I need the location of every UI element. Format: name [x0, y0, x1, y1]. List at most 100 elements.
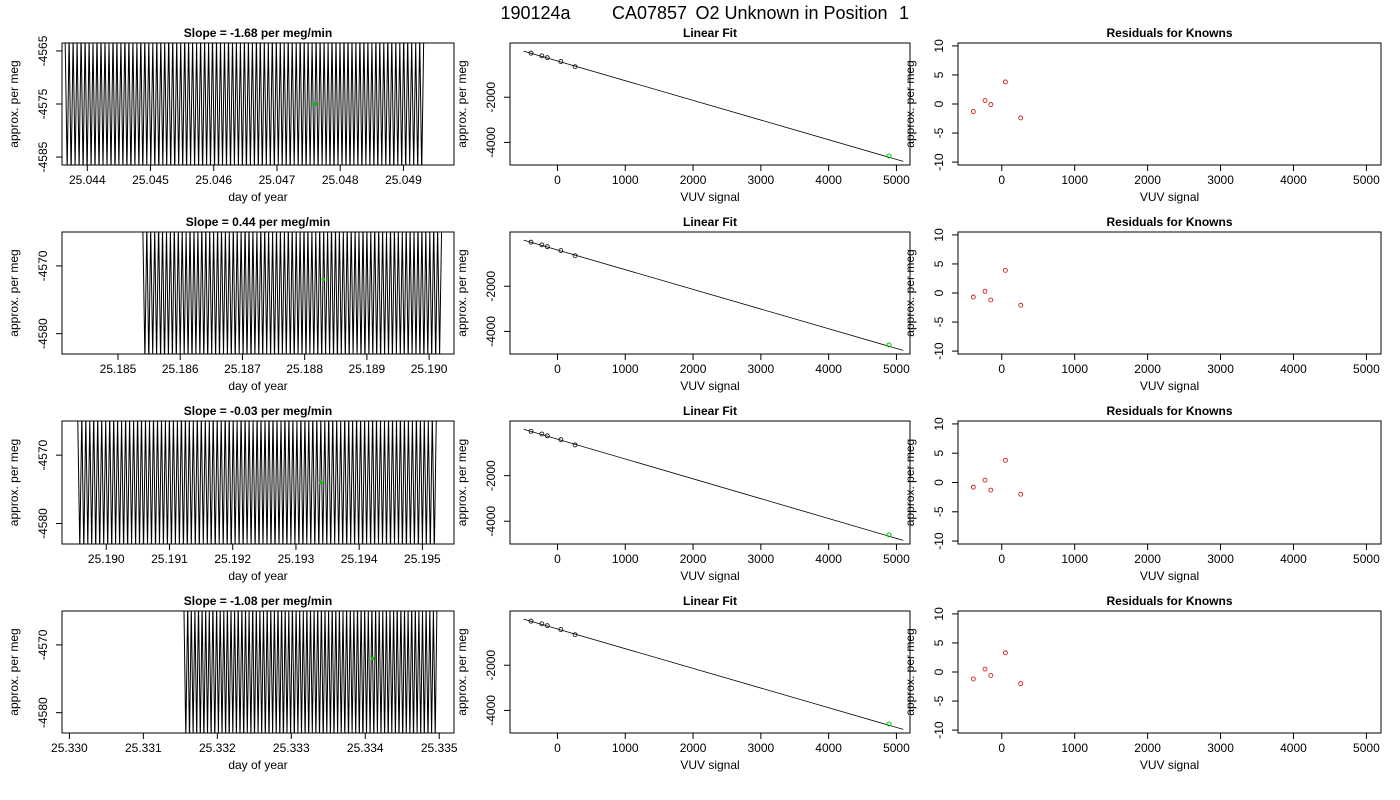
- residuals-xtick-label: 5000: [1353, 552, 1380, 566]
- fit-ylabel: approx. per meg: [455, 249, 469, 336]
- fit-xtick-label: 1000: [612, 173, 639, 187]
- fit-line: [523, 239, 904, 351]
- residuals-title: Residuals for Knowns: [1106, 404, 1232, 418]
- fit-xtick-label: 0: [554, 552, 561, 566]
- residuals-xlabel: VUV signal: [1140, 758, 1199, 772]
- residual-point: [1003, 650, 1008, 656]
- fit-ytick-label: -4000: [484, 127, 498, 158]
- residuals-ytick-label: -5: [932, 506, 946, 517]
- fit-known-point: [539, 53, 545, 59]
- fit-xtick-label: 0: [554, 173, 561, 187]
- timeseries-xtick-label: 25.044: [69, 173, 106, 187]
- fit-known-point: [544, 433, 550, 439]
- row-3: Slope = -0.03 per meg/min day of year appr…: [7, 404, 1382, 583]
- timeseries-xtick-label: 25.186: [162, 362, 199, 376]
- residuals-ytick-label: 10: [932, 39, 946, 53]
- residuals-ytick-label: 0: [932, 289, 946, 296]
- residuals-ytick-label: -10: [932, 342, 946, 360]
- row-1: Slope = -1.68 per meg/min day of year appr…: [7, 26, 1382, 204]
- timeseries-ylabel: approx. per meg: [7, 60, 21, 147]
- fit-known-point: [558, 437, 564, 443]
- residuals-xlabel: VUV signal: [1140, 569, 1199, 583]
- timeseries-title: Slope = 0.44 per meg/min: [186, 215, 330, 229]
- residuals-xtick-label: 3000: [1207, 741, 1234, 755]
- timeseries-xlabel: day of year: [228, 379, 287, 393]
- residuals-ylabel: approx. per meg: [903, 249, 917, 336]
- residuals-xtick-label: 3000: [1207, 173, 1234, 187]
- fit-unknown-point: [886, 532, 892, 538]
- timeseries-current-point: [319, 480, 324, 485]
- fit-line: [523, 50, 904, 162]
- fit-title: Linear Fit: [683, 404, 737, 418]
- fit-xtick-label: 3000: [747, 362, 774, 376]
- residual-point: [988, 487, 994, 493]
- residual-point: [1003, 457, 1008, 463]
- fit-panel: Linear Fit VUV signal approx. per meg 0 1000…: [455, 404, 911, 583]
- residual-point: [970, 109, 976, 114]
- timeseries-frame: [61, 231, 455, 355]
- residuals-xtick-label: 1000: [1061, 362, 1088, 376]
- timeseries-xtick-label: 25.047: [259, 173, 296, 187]
- residuals-ytick-label: 5: [932, 639, 946, 646]
- timeseries-ylabel: approx. per meg: [7, 628, 21, 715]
- residual-point: [1018, 681, 1024, 687]
- timeseries-xtick-label: 25.335: [421, 741, 458, 755]
- fit-line: [523, 428, 904, 541]
- residuals-panel: Residuals for Knowns VUV signal approx. pe…: [903, 26, 1382, 204]
- fit-xtick-label: 2000: [680, 362, 707, 376]
- fit-frame: [509, 610, 911, 734]
- timeseries-ytick-label: -4565: [36, 35, 50, 66]
- fit-known-point: [528, 618, 534, 624]
- fit-xtick-label: 0: [554, 362, 561, 376]
- timeseries-trace: [64, 43, 425, 165]
- residual-point: [988, 673, 994, 678]
- residuals-xtick-label: 5000: [1353, 362, 1380, 376]
- residual-point: [982, 666, 988, 672]
- residuals-xtick-label: 0: [998, 552, 1005, 566]
- fit-xtick-label: 5000: [883, 173, 910, 187]
- timeseries-xtick-label: 25.190: [411, 362, 448, 376]
- timeseries-ytick-label: -4570: [36, 250, 50, 281]
- row-4: Slope = -1.08 per meg/min day of year appr…: [7, 594, 1382, 772]
- fit-xtick-label: 1000: [612, 552, 639, 566]
- timeseries-ytick-label: -4580: [36, 508, 50, 539]
- residuals-xtick-label: 4000: [1280, 362, 1307, 376]
- timeseries-ytick-label: -4585: [36, 141, 50, 172]
- timeseries-ytick-label: -4580: [36, 318, 50, 349]
- timeseries-frame: [61, 610, 455, 734]
- residuals-ylabel: approx. per meg: [903, 60, 917, 147]
- residuals-xtick-label: 3000: [1207, 552, 1234, 566]
- fit-title: Linear Fit: [683, 26, 737, 40]
- fit-xtick-label: 4000: [815, 362, 842, 376]
- timeseries-xtick-label: 25.194: [341, 552, 378, 566]
- fit-unknown-point: [886, 153, 892, 159]
- timeseries-ylabel: approx. per meg: [7, 249, 21, 336]
- timeseries-xtick-label: 25.049: [385, 173, 422, 187]
- timeseries-trace: [142, 232, 443, 354]
- residuals-ytick-label: -10: [932, 153, 946, 171]
- residuals-ytick-label: 10: [932, 228, 946, 242]
- fit-known-point: [544, 55, 550, 61]
- residuals-ylabel: approx. per meg: [903, 439, 917, 526]
- timeseries-current-point: [313, 102, 317, 106]
- panels: Slope = -1.68 per meg/min day of year appr…: [7, 26, 1382, 772]
- residuals-frame: [957, 610, 1382, 734]
- residual-point: [982, 477, 988, 483]
- residual-point: [988, 102, 994, 107]
- timeseries-xtick-label: 25.189: [349, 362, 386, 376]
- residuals-ytick-label: 10: [932, 607, 946, 621]
- fit-xtick-label: 5000: [883, 552, 910, 566]
- figure-title-description: O2 Unknown in Position: [695, 3, 887, 23]
- residuals-xtick-label: 1000: [1061, 741, 1088, 755]
- figure-title-cylinder: CA07857: [612, 3, 687, 23]
- residuals-ytick-label: -5: [932, 695, 946, 706]
- residuals-title: Residuals for Knowns: [1106, 594, 1232, 608]
- residuals-panel: Residuals for Knowns VUV signal approx. pe…: [903, 404, 1382, 583]
- residuals-xtick-label: 2000: [1134, 362, 1161, 376]
- residuals-xtick-label: 0: [998, 362, 1005, 376]
- residuals-xtick-label: 2000: [1134, 741, 1161, 755]
- residuals-ytick-label: 0: [932, 668, 946, 675]
- residuals-title: Residuals for Knowns: [1106, 26, 1232, 40]
- fit-known-point: [539, 242, 545, 248]
